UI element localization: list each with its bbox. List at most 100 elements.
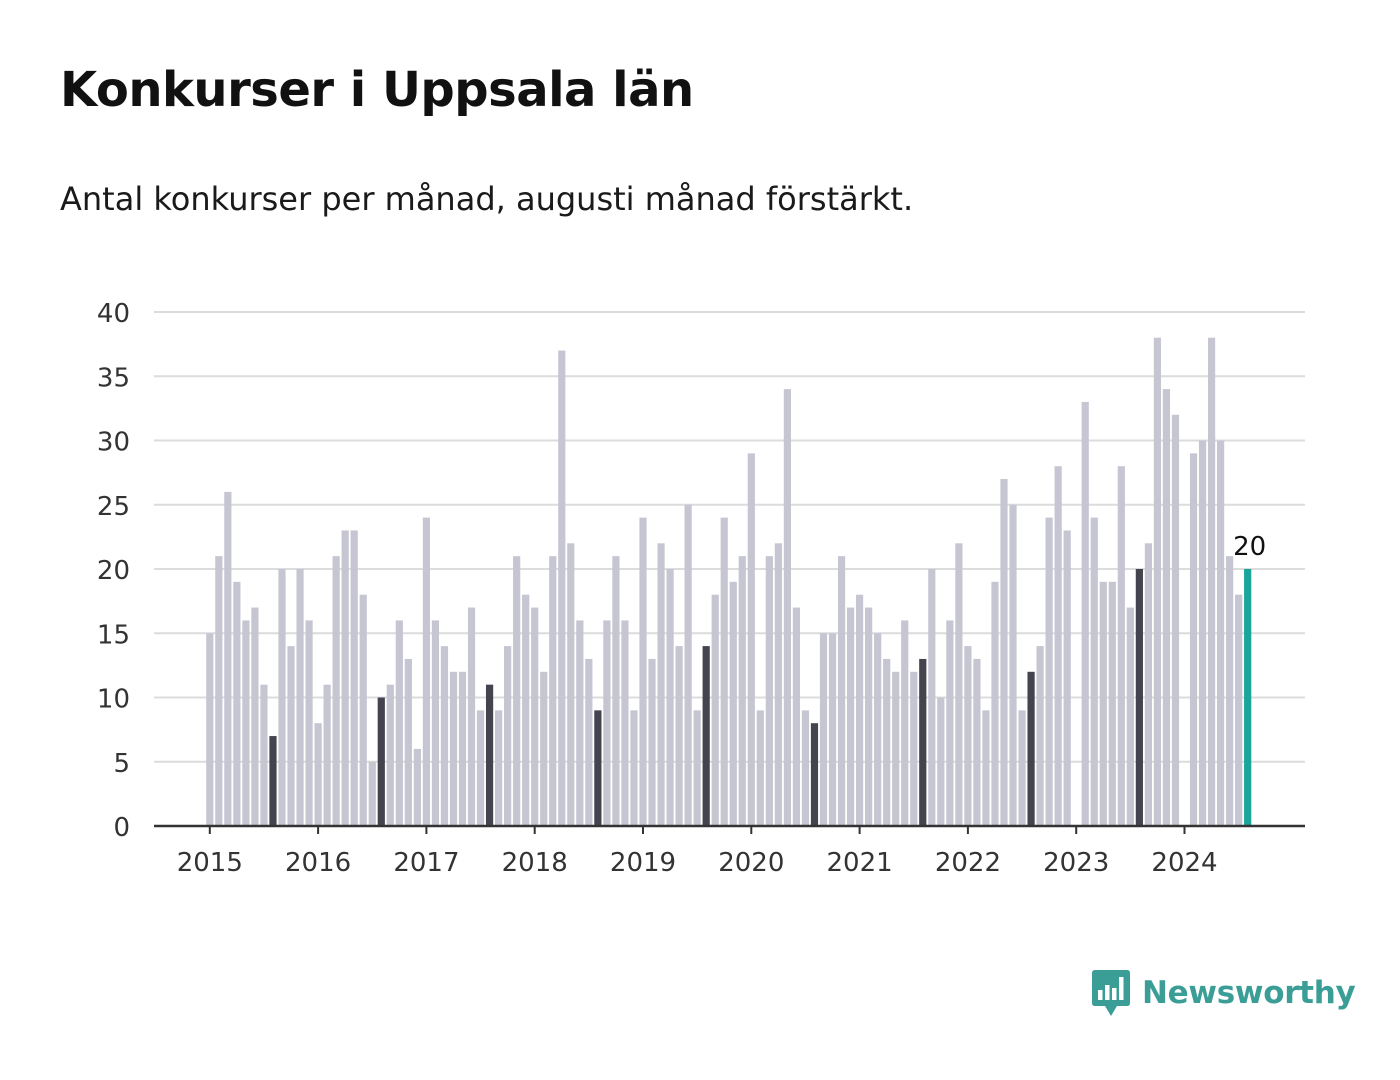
bar <box>440 646 449 826</box>
bar <box>585 658 593 826</box>
bar <box>756 710 764 826</box>
bar <box>1217 440 1225 826</box>
bar <box>395 620 403 826</box>
bar <box>819 633 828 826</box>
x-tick-label: 2015 <box>177 848 243 878</box>
bar <box>928 569 936 826</box>
bar <box>206 633 214 826</box>
bar <box>278 569 286 826</box>
bar <box>738 556 746 826</box>
bar <box>504 646 512 826</box>
bar <box>377 697 385 826</box>
bar <box>973 658 981 826</box>
bar <box>594 710 602 826</box>
bar <box>368 761 376 826</box>
bar <box>1054 466 1062 826</box>
y-tick-label: 25 <box>97 492 130 522</box>
bar <box>1027 671 1035 826</box>
bar <box>485 684 494 826</box>
y-tick-label: 0 <box>113 813 130 843</box>
bar <box>639 517 647 826</box>
bar <box>603 620 611 826</box>
bar <box>251 607 259 826</box>
bar <box>386 684 394 826</box>
bar <box>269 736 277 826</box>
bar <box>711 594 719 826</box>
bar <box>684 504 692 826</box>
x-tick-label: 2016 <box>285 848 351 878</box>
bar <box>233 581 241 826</box>
bar <box>422 517 430 826</box>
bar <box>305 620 313 826</box>
chart-subtitle: Antal konkurser per månad, augusti månad… <box>60 180 914 218</box>
bar <box>576 620 584 826</box>
bar <box>675 646 683 826</box>
bar <box>810 723 819 826</box>
bar <box>242 620 250 826</box>
bar <box>955 543 963 826</box>
bar <box>495 710 503 826</box>
bar <box>224 491 232 826</box>
bar <box>666 569 674 826</box>
latest-value-label: 20 <box>1233 532 1266 562</box>
x-tick-label: 2018 <box>502 848 568 878</box>
bar <box>1135 569 1143 826</box>
bar <box>540 671 548 826</box>
bar <box>837 556 846 826</box>
y-tick-label: 35 <box>97 363 130 393</box>
bar <box>901 620 909 826</box>
y-tick-label: 40 <box>97 299 130 329</box>
bar <box>630 710 638 826</box>
bar <box>765 556 773 826</box>
y-tick-label: 15 <box>97 620 130 650</box>
newsworthy-logo-text: Newsworthy <box>1142 975 1356 1011</box>
x-tick-label: 2017 <box>393 848 459 878</box>
bar <box>1162 389 1171 826</box>
bar <box>1099 581 1107 826</box>
bar <box>946 620 954 826</box>
bar <box>413 748 421 826</box>
bar <box>458 671 467 826</box>
bar <box>856 594 864 826</box>
bar <box>1171 414 1180 826</box>
bar <box>874 633 882 826</box>
bar <box>612 556 620 826</box>
bar <box>1189 453 1198 826</box>
bar <box>792 607 801 826</box>
bar <box>431 620 440 826</box>
bar <box>657 543 665 826</box>
bar <box>1226 556 1234 826</box>
bar <box>1108 581 1116 826</box>
bar <box>341 530 349 826</box>
bar <box>1244 569 1252 826</box>
bar <box>1081 401 1089 826</box>
bar <box>964 646 972 826</box>
bar <box>747 453 755 826</box>
bar <box>720 517 728 826</box>
bar <box>1153 337 1162 826</box>
bar <box>1009 504 1017 826</box>
bar <box>332 556 340 826</box>
bar <box>350 530 358 826</box>
bar <box>1144 543 1152 826</box>
x-tick-label: 2020 <box>718 848 784 878</box>
chart-title: Konkurser i Uppsala län <box>60 62 694 118</box>
bar <box>323 684 331 826</box>
bar <box>531 607 539 826</box>
bar <box>693 710 701 826</box>
bar <box>549 556 557 826</box>
bar <box>467 607 476 826</box>
bar <box>476 710 485 826</box>
bar <box>1126 607 1134 826</box>
bar <box>910 671 918 826</box>
bar <box>1036 646 1044 826</box>
y-tick-label: 5 <box>113 749 130 779</box>
bar <box>522 594 530 826</box>
x-tick-label: 2022 <box>935 848 1001 878</box>
y-tick-label: 30 <box>97 428 130 458</box>
bar <box>314 723 322 826</box>
bar <box>260 684 268 826</box>
bar <box>287 646 295 826</box>
bar <box>296 569 304 826</box>
bar <box>648 658 656 826</box>
